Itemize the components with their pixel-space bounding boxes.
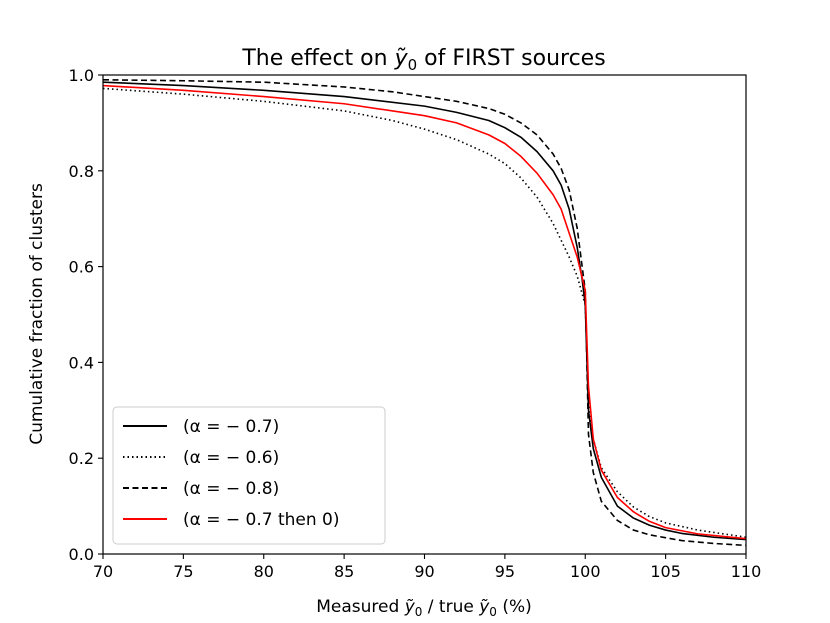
x-tick-label: 105 <box>650 562 681 581</box>
series-layer <box>103 78 746 547</box>
legend-label-0: (α = − 0.7) <box>183 417 279 437</box>
y-tick-label: 0.6 <box>69 258 94 277</box>
x-tick-label: 70 <box>93 562 113 581</box>
y-axis: 0.0 0.2 0.4 0.6 0.8 1.0 <box>69 66 103 564</box>
x-tick-label: 95 <box>495 562 515 581</box>
y-tick-label: 0.2 <box>69 449 94 468</box>
x-tick-label: 100 <box>570 562 601 581</box>
x-tick-label: 80 <box>254 562 274 581</box>
x-tick-label: 90 <box>414 562 434 581</box>
x-tick-label: 85 <box>334 562 354 581</box>
series-line-0 <box>103 81 746 541</box>
series-line-2 <box>103 78 746 547</box>
x-tick-label: 75 <box>173 562 193 581</box>
series-line-3 <box>103 84 746 540</box>
y-tick-label: 1.0 <box>69 66 94 85</box>
y-tick-label: 0.4 <box>69 353 94 372</box>
legend: (α = − 0.7) (α = − 0.6) (α = − 0.8) (α = − … <box>112 406 386 545</box>
x-axis-label: Measured ỹ0 / true ỹ0 (%) <box>316 597 532 619</box>
y-tick-label: 0.8 <box>69 162 94 181</box>
y-tick-label: 0.0 <box>69 545 94 564</box>
x-tick-label: 110 <box>731 562 762 581</box>
legend-label-1: (α = − 0.6) <box>183 448 279 468</box>
legend-label-3: (α = − 0.7 then 0) <box>183 510 340 530</box>
legend-box <box>112 406 386 545</box>
y-axis-label: Cumulative fraction of clusters <box>27 183 47 445</box>
chart-title: The effect on ỹ0 of FIRST sources <box>241 46 605 74</box>
x-axis: 70 75 80 85 90 95 100 105 110 <box>93 554 761 581</box>
legend-label-2: (α = − 0.8) <box>183 479 279 499</box>
